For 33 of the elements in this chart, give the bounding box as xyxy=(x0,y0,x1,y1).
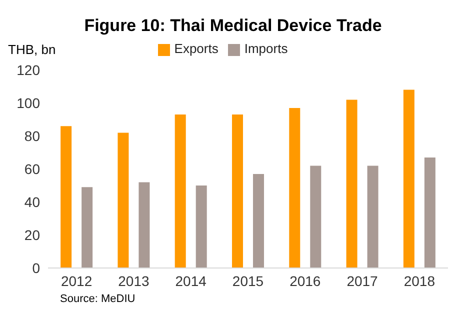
bar xyxy=(289,108,300,268)
x-tick-label: 2017 xyxy=(346,272,378,289)
bar xyxy=(310,166,322,268)
source-note: Source: MeDIU xyxy=(60,293,136,305)
y-axis-title: THB, bn xyxy=(8,42,56,57)
bar xyxy=(60,126,72,268)
y-tick-label: 0 xyxy=(32,260,40,276)
y-tick-label: 40 xyxy=(24,194,40,210)
x-tick-label: 2018 xyxy=(404,272,436,289)
bar xyxy=(82,187,93,268)
legend-label: Exports xyxy=(174,41,218,56)
bar xyxy=(346,100,358,268)
bar xyxy=(253,174,264,268)
bar xyxy=(424,157,436,268)
y-tick-label: 60 xyxy=(24,160,40,177)
bar xyxy=(118,132,129,268)
y-tick-label: 100 xyxy=(16,94,40,111)
y-tick-label: 120 xyxy=(16,62,40,78)
bar xyxy=(196,186,207,268)
bar xyxy=(367,166,378,268)
x-tick-label: 2013 xyxy=(118,272,150,289)
y-tick-label: 20 xyxy=(24,226,40,243)
legend-label: Imports xyxy=(244,41,288,56)
x-tick-label: 2012 xyxy=(60,272,92,289)
y-tick-label: 80 xyxy=(24,128,40,144)
bar xyxy=(138,182,150,268)
x-tick-label: 2016 xyxy=(290,272,321,289)
bar xyxy=(232,114,243,268)
bar xyxy=(174,114,186,268)
chart-title: Figure 10: Thai Medical Device Trade xyxy=(83,16,383,36)
bar xyxy=(403,90,414,268)
x-tick-label: 2014 xyxy=(175,272,207,289)
x-tick-label: 2015 xyxy=(232,272,264,289)
